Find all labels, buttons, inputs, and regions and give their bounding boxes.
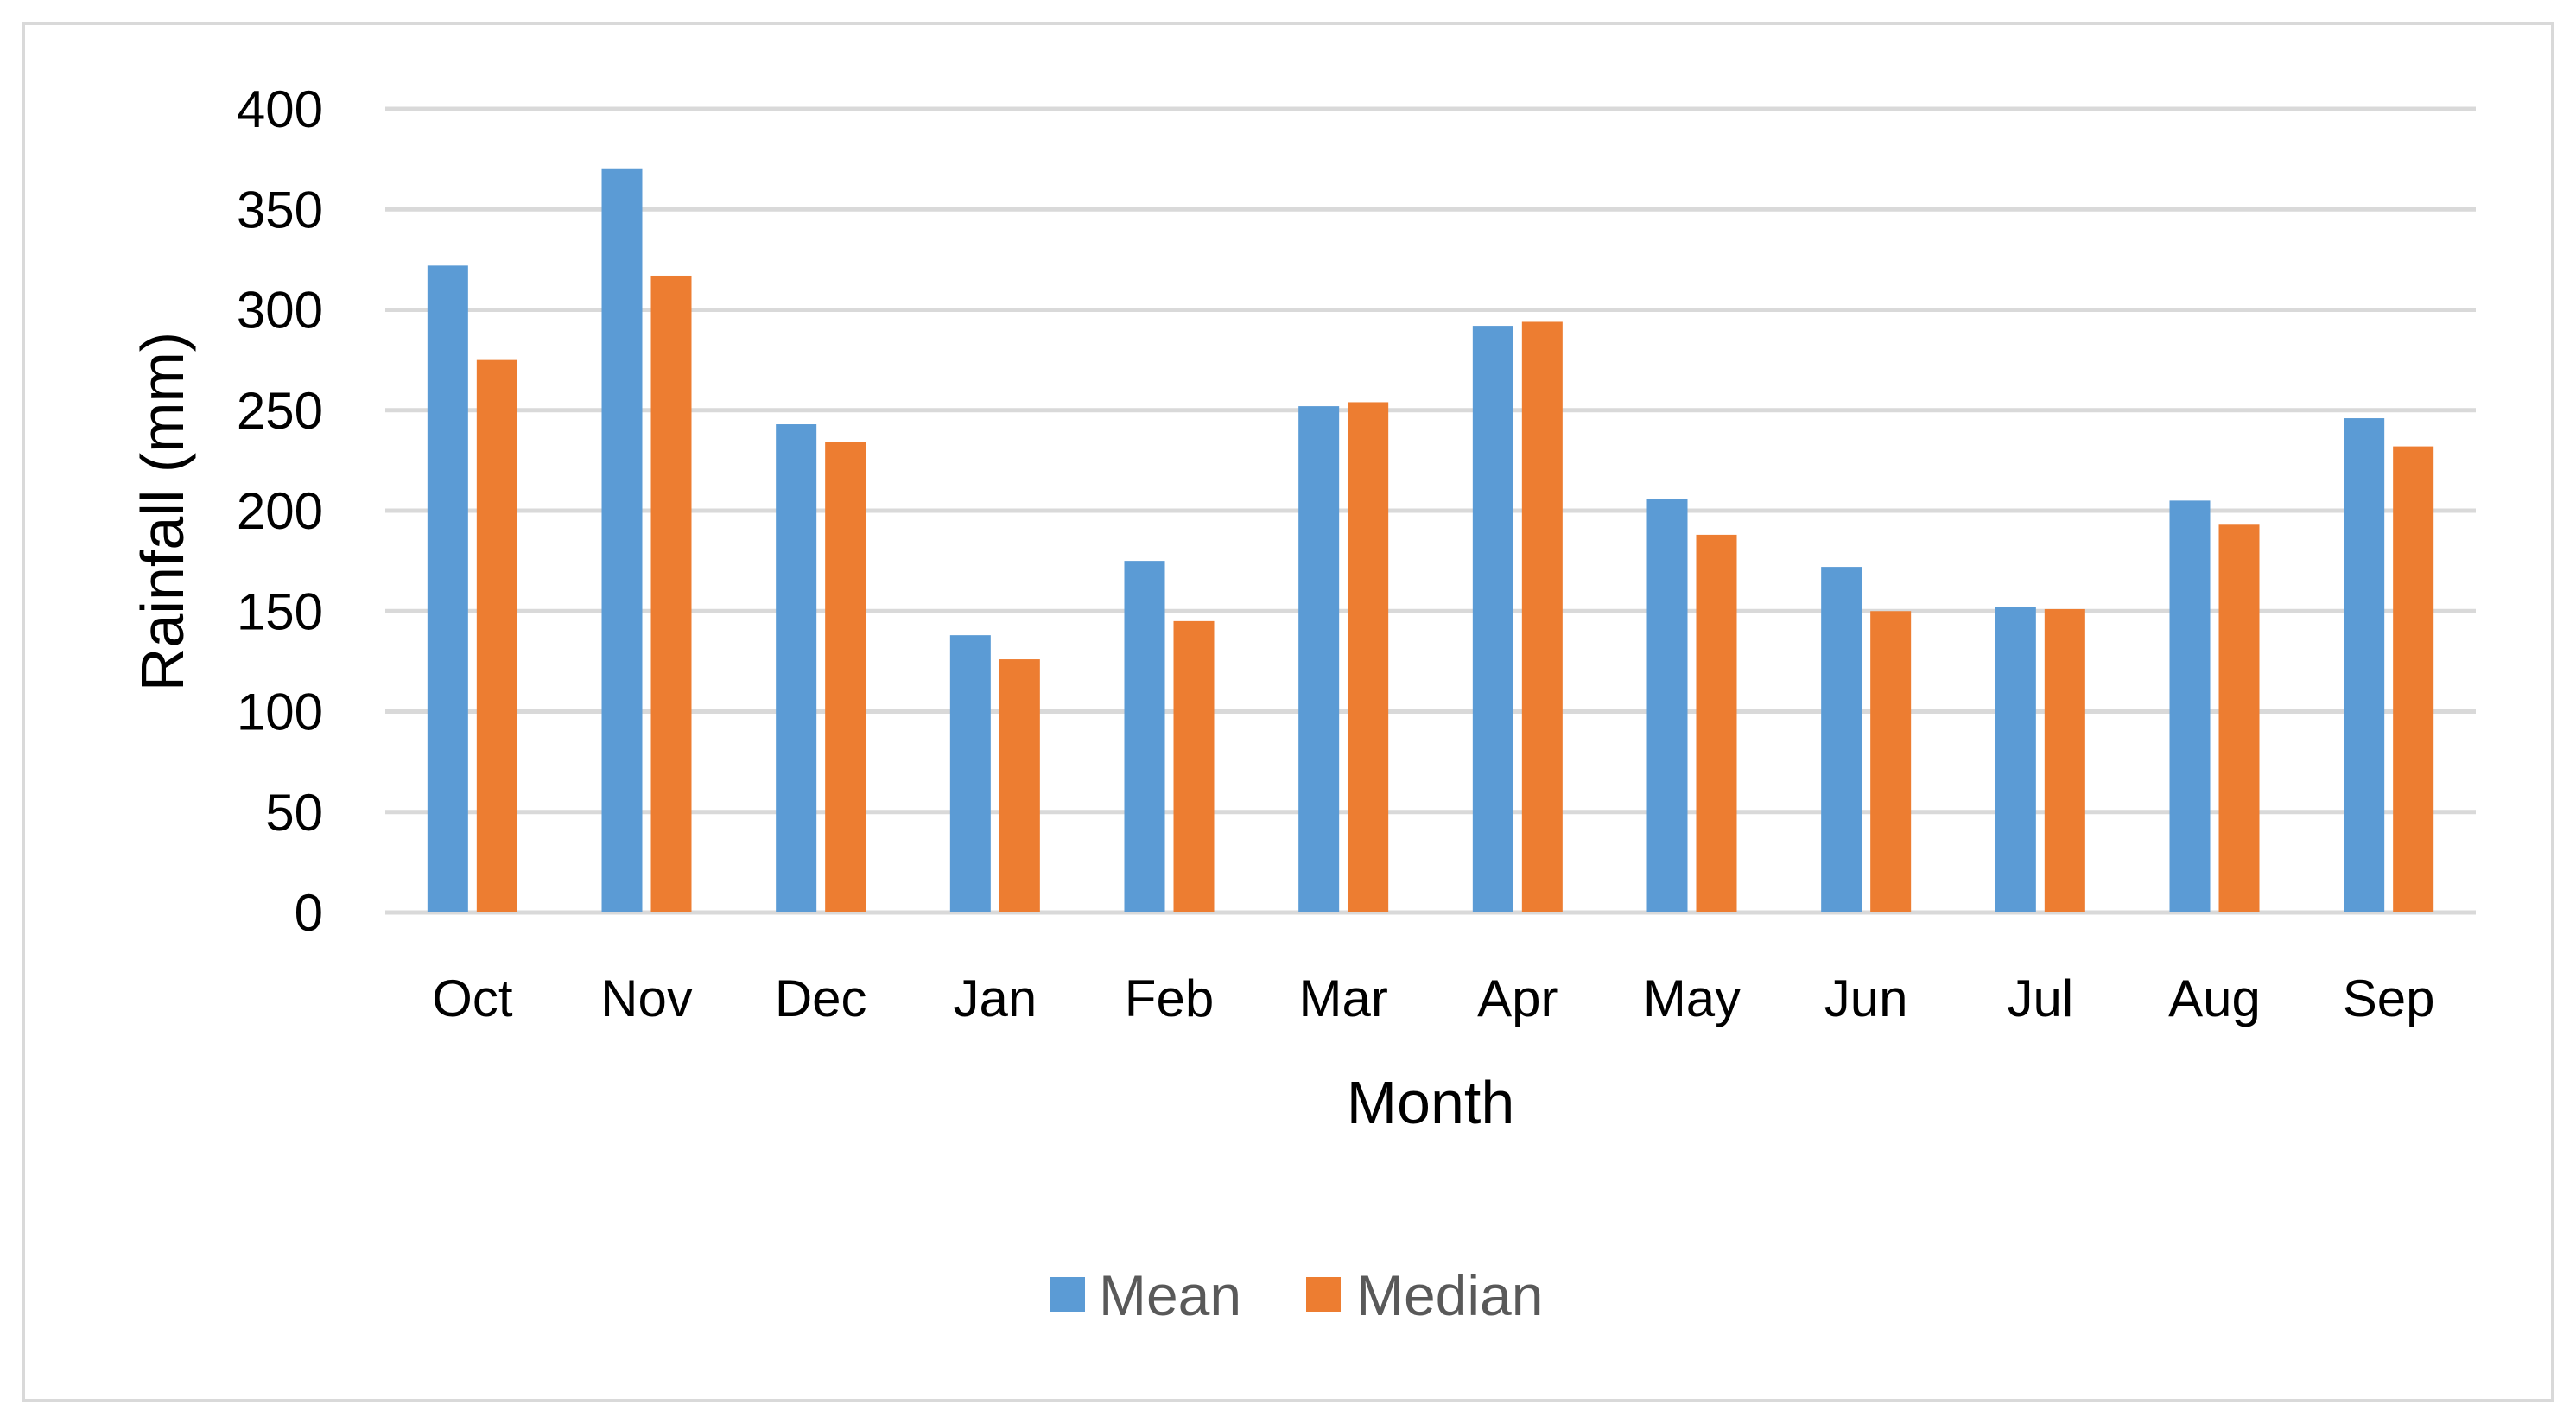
- bar-mean-jan: [949, 635, 991, 912]
- bar-mean-jul: [1995, 607, 2036, 912]
- x-tick-label: Apr: [1477, 969, 1558, 1027]
- bar-mean-apr: [1472, 326, 1513, 913]
- x-tick-label: Sep: [2343, 969, 2435, 1027]
- x-tick-label: Dec: [775, 969, 867, 1027]
- y-tick-label: 50: [265, 784, 323, 842]
- bar-median-jul: [2044, 608, 2085, 912]
- legend: Mean Median: [1050, 1263, 1543, 1327]
- bar-mean-nov: [601, 168, 643, 912]
- bar-mean-mar: [1298, 406, 1340, 913]
- bar-mean-oct: [427, 265, 468, 913]
- bar-median-apr: [1521, 321, 1563, 912]
- x-tick-label: Feb: [1125, 969, 1214, 1027]
- y-tick-label: 0: [295, 884, 323, 942]
- bar-median-feb: [1173, 620, 1215, 912]
- bar-median-aug: [2218, 524, 2260, 912]
- y-tick-label: 250: [237, 382, 323, 440]
- y-tick-labels: 0 50 100 150 200 250 300 350 400: [237, 80, 323, 942]
- bar-mean-jun: [1821, 567, 1862, 912]
- bar-median-jun: [1870, 611, 1912, 912]
- y-tick-label: 300: [237, 282, 323, 340]
- bar-median-nov: [650, 275, 692, 913]
- bar-median-sep: [2393, 446, 2434, 912]
- y-tick-label: 200: [237, 482, 323, 540]
- y-tick-label: 150: [237, 582, 323, 640]
- y-tick-label: 100: [237, 683, 323, 741]
- y-tick-label: 350: [237, 181, 323, 238]
- y-axis-title: Rainfall (mm): [129, 332, 196, 691]
- bar-median-jan: [999, 659, 1040, 912]
- x-axis-title: Month: [1347, 1069, 1515, 1136]
- x-tick-label: Jun: [1824, 969, 1908, 1027]
- bar-mean-feb: [1124, 561, 1165, 912]
- legend-swatch-mean: [1050, 1277, 1085, 1312]
- x-tick-label: Jul: [2007, 969, 2073, 1027]
- bar-mean-aug: [2169, 500, 2211, 912]
- x-tick-label: Jan: [953, 969, 1037, 1027]
- bar-median-dec: [825, 442, 866, 912]
- bar-median-oct: [476, 359, 517, 912]
- bar-mean-dec: [776, 424, 817, 912]
- x-tick-labels: Oct Nov Dec Jan Feb Mar Apr May Jun Jul Aug Sep: [432, 969, 2434, 1027]
- x-tick-label: May: [1643, 969, 1741, 1027]
- legend-swatch-median: [1306, 1277, 1341, 1312]
- gridlines: [385, 106, 2476, 915]
- bar-median-may: [1696, 534, 1737, 912]
- legend-label-median: Median: [1356, 1263, 1543, 1327]
- legend-label-mean: Mean: [1099, 1263, 1241, 1327]
- bar-mean-sep: [2344, 418, 2385, 912]
- x-tick-label: Oct: [432, 969, 513, 1027]
- x-tick-label: Mar: [1298, 969, 1387, 1027]
- bars: [427, 168, 2434, 913]
- x-tick-label: Nov: [600, 969, 693, 1027]
- bar-mean-may: [1646, 499, 1688, 912]
- y-tick-label: 400: [237, 80, 323, 138]
- x-tick-label: Aug: [2168, 969, 2261, 1027]
- bar-median-mar: [1348, 402, 1389, 912]
